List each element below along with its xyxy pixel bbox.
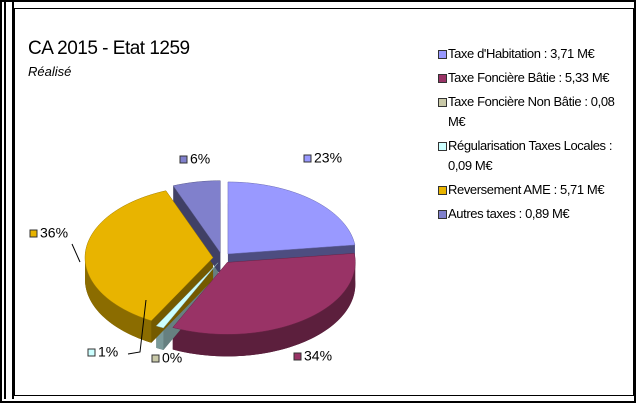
slice [155,262,219,329]
data-label: 0% [162,350,182,366]
legend-item: Reversement AME : 5,71 M€ [438,180,634,200]
label-swatch [29,229,38,238]
leader-line [127,299,147,355]
legend-swatch [438,142,447,151]
legend-label: Taxe Foncière Non Bâtie : 0,08 M€ [448,94,615,129]
label-swatch [87,348,96,357]
legend-swatch [438,50,447,59]
side-strip [4,0,14,399]
legend-swatch [438,186,447,195]
data-label: 36% [40,225,68,241]
legend-swatch [438,98,447,107]
label-swatch [179,155,188,164]
data-label: 6% [190,151,210,167]
slice-side [172,262,356,357]
slice [84,190,214,322]
legend-label: Taxe Foncière Bâtie : 5,33 M€ [448,70,610,85]
slice [227,181,356,255]
legend-item: Taxe Foncière Bâtie : 5,33 M€ [438,68,634,88]
legend-swatch [438,210,447,219]
slice [172,253,356,335]
slice-side [85,257,152,343]
legend-label: Taxe d'Habitation : 3,71 M€ [448,46,595,61]
chart-title: CA 2015 - Etat 1259 [28,38,190,59]
slice [172,180,221,254]
data-label: 23% [314,150,342,166]
data-label: 34% [304,348,332,364]
label-swatch [293,352,302,361]
legend-item: Taxe d'Habitation : 3,71 M€ [438,44,634,64]
chart-subtitle: Réalisé [28,64,72,79]
legend-item: Autres taxes : 0,89 M€ [438,204,634,224]
legend-label: Autres taxes : 0,89 M€ [448,206,570,221]
legend-label: Régularisation Taxes Locales : 0,09 M€ [448,138,613,173]
legend-label: Reversement AME : 5,71 M€ [448,182,605,197]
label-swatch [151,354,160,363]
legend-swatch [438,74,447,83]
legend-item: Régularisation Taxes Locales : 0,09 M€ [438,136,634,176]
data-label: 1% [98,344,118,360]
legend: Taxe d'Habitation : 3,71 M€ Taxe Foncière… [438,44,634,228]
legend-item: Taxe Foncière Non Bâtie : 0,08 M€ [438,92,634,132]
leader-line [71,243,81,263]
label-swatch [303,154,312,163]
chart-area [14,8,634,396]
